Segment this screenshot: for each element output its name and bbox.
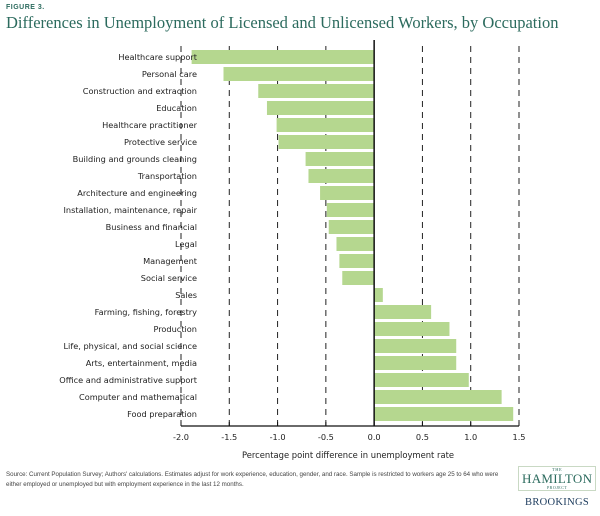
- logo-hamilton: HAMILTON: [522, 471, 593, 486]
- category-label: Personal care: [142, 69, 197, 79]
- source-note: Source: Current Population Survey; Autho…: [6, 471, 499, 488]
- category-label: Business and financial: [106, 222, 197, 232]
- bar: [305, 152, 375, 166]
- x-axis-title: Percentage point difference in unemploym…: [242, 450, 454, 460]
- bar: [374, 390, 502, 404]
- bar: [258, 84, 375, 98]
- category-labels: Healthcare support Personal care Construct…: [59, 52, 197, 419]
- category-label: Computer and mathematical: [79, 392, 197, 402]
- logo-project: PROJECT: [546, 485, 568, 490]
- bar: [342, 271, 375, 285]
- category-label: Arts, entertainment, media: [86, 358, 197, 368]
- bar-chart: Healthcare support Personal care Construct…: [59, 40, 526, 460]
- category-label: Legal: [175, 239, 197, 249]
- bar: [326, 203, 375, 217]
- x-axis: -2.0 -1.5 -1.0 -0.5 0.0 0.5 1.0 1.5: [173, 40, 526, 442]
- category-label: Life, physical, and social science: [64, 341, 198, 351]
- category-label: Office and administrative support: [59, 375, 197, 385]
- x-tick-label: 1.0: [464, 432, 477, 442]
- category-label: Social service: [141, 273, 197, 283]
- category-label: Transportation: [137, 171, 197, 181]
- bar: [374, 373, 469, 387]
- chart-title: Differences in Unemployment of Licensed …: [6, 13, 559, 32]
- bar: [339, 254, 375, 268]
- category-label: Sales: [175, 290, 197, 300]
- bar: [328, 220, 375, 234]
- bars: [191, 50, 514, 421]
- x-tick-label: -1.5: [221, 432, 237, 442]
- bar: [276, 118, 375, 132]
- category-label: Production: [153, 324, 197, 334]
- bar: [374, 339, 457, 353]
- bar: [320, 186, 375, 200]
- figure-label: FIGURE 3.: [6, 4, 45, 11]
- bar: [374, 407, 514, 421]
- x-tick-label: -2.0: [173, 432, 189, 442]
- bar: [374, 356, 457, 370]
- category-label: Education: [156, 103, 197, 113]
- logo-brookings: BROOKINGS: [525, 497, 589, 508]
- bar: [191, 50, 375, 64]
- category-label: Management: [143, 256, 198, 266]
- bar: [278, 135, 375, 149]
- bar: [336, 237, 375, 251]
- category-label: Installation, maintenance, repair: [64, 205, 198, 215]
- category-label: Food preparation: [127, 409, 197, 419]
- hamilton-brookings-logo: THE HAMILTON PROJECT BROOKINGS: [518, 466, 597, 508]
- bar: [374, 322, 450, 336]
- x-tick-label: -1.0: [270, 432, 286, 442]
- bar: [374, 288, 383, 302]
- bar: [223, 67, 375, 81]
- category-label: Construction and extraction: [83, 86, 197, 96]
- x-tick-label: 0.5: [416, 432, 429, 442]
- x-tick-label: 1.5: [512, 432, 525, 442]
- category-label: Healthcare support: [118, 52, 197, 62]
- logo-the: THE: [552, 467, 563, 472]
- category-label: Farming, fishing, forestry: [95, 307, 197, 317]
- category-label: Building and grounds cleaning: [73, 154, 197, 164]
- category-label: Healthcare practitioner: [102, 120, 198, 130]
- grid-lines: [180, 46, 520, 426]
- category-label: Architecture and engineering: [77, 188, 197, 198]
- category-label: Protective service: [124, 137, 197, 147]
- hamilton-project-logo: THE HAMILTON PROJECT: [518, 466, 597, 491]
- bar: [374, 305, 432, 319]
- bar: [266, 101, 375, 115]
- x-tick-label: 0.0: [368, 432, 381, 442]
- bar: [308, 169, 375, 183]
- x-tick-label: -0.5: [318, 432, 334, 442]
